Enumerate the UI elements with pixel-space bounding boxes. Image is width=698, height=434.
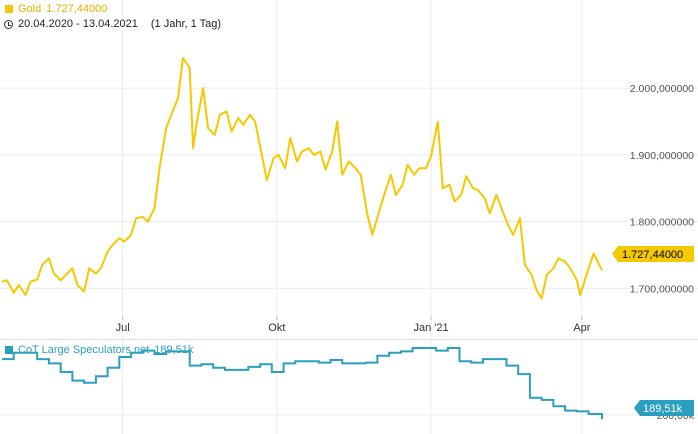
price-badge: 1.727,44000 (612, 246, 694, 262)
cot-badge: 189,51k (634, 400, 694, 416)
time-tick-label: Okt (268, 322, 285, 334)
time-tick-label: Apr (573, 322, 590, 334)
gold-legend[interactable]: Gold 1.727,44000 (5, 3, 107, 15)
cot-legend-name: CoT Large Speculators net (18, 344, 150, 356)
price-tick-label: 1.900,000000 (630, 150, 694, 162)
price-tick-label: 2.000,000000 (630, 83, 694, 95)
price-tick-label: 1.700,000000 (630, 283, 694, 295)
price-axis-labels: 2.000,000000 1.900,000000 1.800,000000 1.70… (630, 83, 694, 295)
cot-legend[interactable]: CoT Large Speculators net 189,51k (5, 344, 193, 356)
gold-legend-swatch (5, 5, 13, 13)
cot-net-line[interactable] (2, 347, 603, 420)
date-range-legend: 20.04.2020 - 13.04.2021 (1 Jahr, 1 Tag) (4, 18, 221, 30)
price-tick-label: 1.800,000000 (630, 217, 694, 229)
cot-legend-value: 189,51k (154, 344, 194, 356)
date-range: 20.04.2020 - 13.04.2021 (18, 18, 138, 30)
period-label: (1 Jahr, 1 Tag) (150, 18, 222, 30)
gold-legend-value: 1.727,44000 (46, 3, 108, 15)
gold-legend-name: Gold (18, 3, 42, 15)
time-tick-label: Jan '21 (413, 322, 448, 334)
cot-legend-swatch (5, 346, 13, 354)
price-badge-text: 1.727,44000 (622, 249, 683, 261)
price-badge-shape (612, 246, 694, 262)
gold-price-line[interactable] (1, 57, 603, 300)
cot-badge-shape (634, 400, 694, 416)
time-tick-label: Jul (116, 322, 130, 334)
clock-icon (4, 19, 13, 29)
time-axis-labels: Jul Okt Jan '21 Apr (116, 316, 591, 334)
cot-badge-text: 189,51k (643, 403, 683, 415)
